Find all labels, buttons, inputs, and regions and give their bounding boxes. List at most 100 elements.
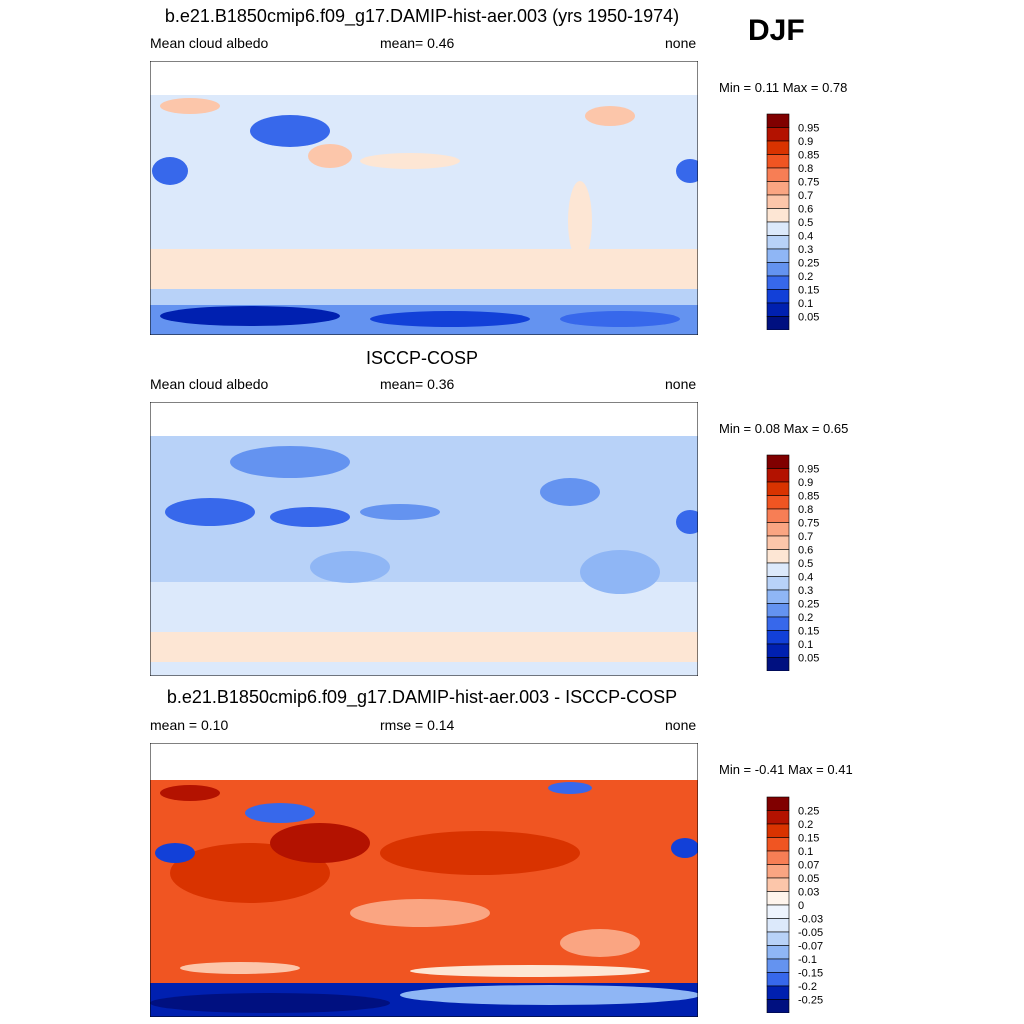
panel-title: b.e21.B1850cmip6.f09_g17.DAMIP-hist-aer.…: [164, 6, 680, 26]
colorbar-tick-label: 0.03: [798, 887, 819, 899]
colorbar-tick-label: 0.9: [798, 136, 813, 148]
colorbar-swatch: [766, 454, 790, 469]
colorbar-tick-label: 0.4: [798, 572, 813, 584]
colorbar-swatch: [766, 850, 790, 865]
panel-rmse-label: rmse = 0.14: [380, 717, 455, 733]
colorbar-tick-label: 0.8: [798, 163, 813, 175]
colorbar-tick-label: 0.6: [798, 204, 813, 216]
colorbar-swatch: [766, 468, 790, 483]
colorbar-swatch: [766, 113, 790, 128]
panel-left-label: Mean cloud albedo: [150, 35, 269, 51]
panel-mean-label: mean= 0.46: [380, 35, 455, 51]
map-diff: [150, 743, 698, 1017]
colorbar-swatch: [766, 823, 790, 838]
colorbar-swatch: [766, 837, 790, 852]
panel-left-label: mean = 0.10: [150, 717, 229, 733]
colorbar-swatch: [766, 576, 790, 591]
colorbar-diff: 0.250.2 0.150.1 0.070.05 0.030 -0.03-0.05 -0.…: [766, 796, 823, 1013]
colorbar-swatch: [766, 657, 790, 671]
colorbar-swatch: [766, 891, 790, 906]
colorbar-tick-label: -0.07: [798, 941, 823, 953]
colorbar-swatch: [766, 616, 790, 631]
colorbar-tick-label: 0.05: [798, 312, 819, 324]
colorbar-tick-label: 0.5: [798, 217, 813, 229]
colorbar-swatch: [766, 999, 790, 1013]
colorbar-tick-label: 0.95: [798, 123, 819, 135]
colorbar-swatch: [766, 495, 790, 510]
colorbar-tick-label: 0.05: [798, 873, 819, 885]
colorbar-swatch: [766, 918, 790, 933]
colorbar-tick-label: 0.6: [798, 545, 813, 557]
colorbar-tick-label: -0.05: [798, 927, 823, 939]
colorbar-swatch: [766, 972, 790, 987]
colorbar-tick-label: 0.1: [798, 639, 813, 651]
map-model: [150, 61, 698, 335]
colorbar-tick-label: -0.15: [798, 968, 823, 980]
colorbar-swatch: [766, 562, 790, 577]
colorbar-swatch: [766, 603, 790, 618]
panel-minmax: Min = -0.41 Max = 0.41: [719, 762, 853, 777]
colorbar-swatch: [766, 302, 790, 317]
colorbar-tick-label: 0.3: [798, 585, 813, 597]
colorbar-tick-label: 0.3: [798, 244, 813, 256]
colorbar-swatch: [766, 630, 790, 645]
colorbar-tick-label: 0.2: [798, 612, 813, 624]
colorbar-swatch: [766, 945, 790, 960]
colorbar-swatch: [766, 864, 790, 879]
panel-left-label: Mean cloud albedo: [150, 376, 269, 392]
colorbar-tick-label: 0.7: [798, 190, 813, 202]
colorbar-swatch: [766, 248, 790, 263]
colorbar-obs: 0.950.9 0.850.8 0.750.7 0.60.5 0.40.3 0.250.2…: [766, 454, 819, 671]
colorbar-tick-label: 0.9: [798, 477, 813, 489]
colorbar-tick-label: 0.8: [798, 504, 813, 516]
colorbar-swatch: [766, 127, 790, 142]
colorbar-swatch: [766, 481, 790, 496]
colorbar-swatch: [766, 221, 790, 236]
colorbar-tick-label: 0.75: [798, 518, 819, 530]
colorbar-tick-label: 0.05: [798, 653, 819, 665]
colorbar-tick-label: -0.2: [798, 981, 817, 993]
colorbar-swatch: [766, 810, 790, 825]
colorbar-tick-label: 0.15: [798, 285, 819, 297]
panel-minmax: Min = 0.11 Max = 0.78: [719, 80, 848, 95]
colorbar-swatch: [766, 796, 790, 811]
season-label: DJF: [748, 14, 805, 47]
panel-title: ISCCP-COSP: [365, 348, 479, 368]
colorbar-tick-label: 0.4: [798, 231, 813, 243]
colorbar-tick-label: 0.95: [798, 464, 819, 476]
colorbar-swatch: [766, 931, 790, 946]
map-obs: [150, 402, 698, 676]
colorbar-swatch: [766, 958, 790, 973]
colorbar-swatch: [766, 289, 790, 304]
colorbar-swatch: [766, 643, 790, 658]
panel-minmax: Min = 0.08 Max = 0.65: [719, 421, 849, 436]
colorbar-tick-label: 0.2: [798, 271, 813, 283]
panel-units-label: none: [665, 376, 697, 392]
colorbar-swatch: [766, 275, 790, 290]
colorbar-swatch: [766, 208, 790, 223]
colorbar-swatch: [766, 262, 790, 277]
colorbar-tick-label: -0.25: [798, 995, 823, 1007]
panel-mean-label: mean= 0.36: [380, 376, 455, 392]
colorbar-swatch: [766, 316, 790, 330]
colorbar-swatch: [766, 877, 790, 892]
colorbar-model: 0.950.9 0.850.8 0.750.7 0.60.5 0.40.3 0.250.2…: [766, 113, 819, 330]
colorbar-tick-label: 0.15: [798, 626, 819, 638]
colorbar-swatch: [766, 522, 790, 537]
colorbar-swatch: [766, 235, 790, 250]
colorbar-tick-label: 0.75: [798, 177, 819, 189]
panel-units-label: none: [665, 717, 697, 733]
panel-title: b.e21.B1850cmip6.f09_g17.DAMIP-hist-aer.…: [166, 687, 678, 707]
colorbar-tick-label: 0.25: [798, 258, 819, 270]
colorbar-tick-label: 0.25: [798, 806, 819, 818]
colorbar-tick-label: 0.2: [798, 819, 813, 831]
colorbar-swatch: [766, 985, 790, 1000]
panel-units-label: none: [665, 35, 697, 51]
colorbar-tick-label: 0.15: [798, 833, 819, 845]
colorbar-swatch: [766, 194, 790, 209]
colorbar-tick-label: 0.7: [798, 531, 813, 543]
colorbar-tick-label: -0.1: [798, 954, 817, 966]
colorbar-swatch: [766, 154, 790, 169]
colorbar-tick-label: 0.85: [798, 150, 819, 162]
colorbar-swatch: [766, 549, 790, 564]
